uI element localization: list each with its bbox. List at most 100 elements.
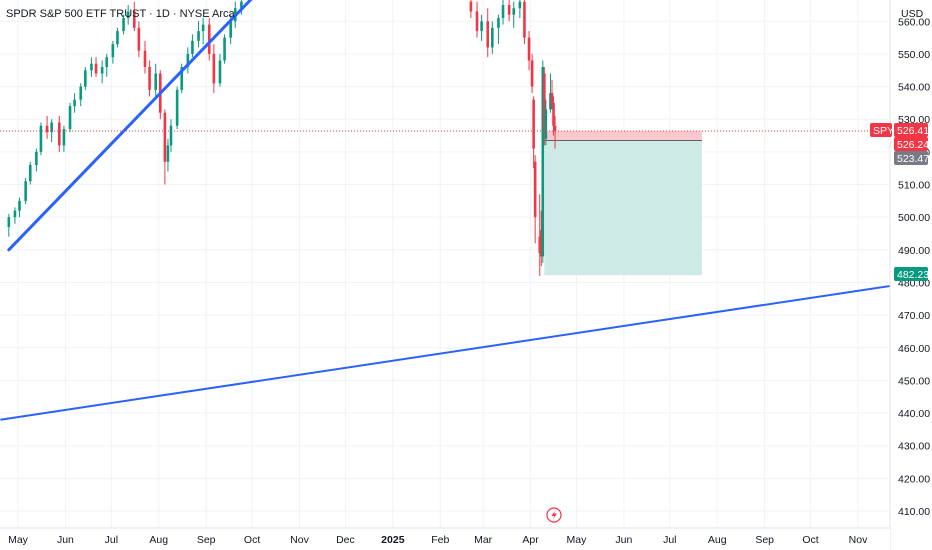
candle-body — [143, 50, 147, 68]
candle-body — [148, 67, 151, 90]
price-tick: 410.00 — [898, 506, 930, 518]
price-tick: 540.00 — [898, 82, 930, 94]
event-flash-icon[interactable] — [546, 507, 562, 523]
price-tick: 560.00 — [898, 16, 930, 28]
candle-body — [126, 11, 130, 19]
candle-body — [207, 24, 211, 54]
candle-body — [197, 31, 200, 41]
candle-body — [94, 63, 98, 74]
ask-badge: 523.47 — [894, 151, 929, 165]
candle-body — [486, 21, 490, 48]
candle-body — [501, 4, 505, 19]
time-tick: May — [567, 534, 588, 546]
candle-body — [223, 37, 226, 61]
candle-body — [105, 57, 109, 68]
candle-body — [544, 109, 548, 139]
candle-body — [527, 37, 531, 61]
time-tick: Jul — [663, 534, 676, 546]
price-tick: 510.00 — [898, 180, 930, 192]
time-tick: Sep — [755, 534, 774, 546]
last-price-badge: 526.41 — [894, 123, 929, 137]
grid — [0, 0, 890, 528]
candle-body — [166, 145, 170, 162]
time-axis[interactable] — [0, 528, 890, 550]
candle-body — [497, 18, 500, 28]
candle-body — [543, 73, 546, 130]
trendline[interactable] — [7, 0, 258, 252]
candle-body — [475, 11, 479, 32]
time-tick: Jun — [615, 534, 632, 546]
time-tick: Jun — [57, 534, 74, 546]
price-tick: 470.00 — [898, 310, 930, 322]
candle-body — [68, 106, 72, 130]
candle-body — [132, 11, 136, 28]
time-tick: Mar — [474, 534, 493, 546]
candle-body — [24, 181, 27, 201]
candle-body — [518, 1, 522, 9]
stop-loss-zone[interactable] — [544, 130, 702, 141]
candle-body — [154, 73, 158, 90]
price-axis-labels: 410.00 420.00 430.00 440.00 450.00 460.00 470.… — [898, 16, 930, 518]
candle-body — [7, 217, 11, 227]
candle-body — [116, 31, 119, 45]
candle-body — [550, 93, 554, 103]
time-tick: Sep — [197, 534, 216, 546]
candle-body — [18, 200, 21, 211]
time-tick: Nov — [290, 534, 309, 546]
candle-body — [73, 99, 76, 107]
candle-body — [169, 125, 173, 146]
candle-body — [541, 67, 545, 257]
candle-body — [212, 53, 216, 84]
price-tick: 500.00 — [898, 212, 930, 224]
last-price-text: 526.41 — [897, 125, 929, 137]
time-tick: Aug — [708, 534, 727, 546]
candle-body — [530, 60, 534, 87]
price-tick: 420.00 — [898, 473, 930, 485]
candle-body — [549, 93, 552, 110]
target-badge: 482.23 — [894, 267, 929, 281]
price-tick: 550.00 — [898, 49, 930, 61]
time-tick: Oct — [802, 534, 818, 546]
candle-body — [512, 8, 516, 15]
trendlines[interactable] — [0, 0, 904, 421]
candle-body — [491, 27, 494, 48]
candle-body — [28, 164, 32, 182]
target-price-text: 482.23 — [897, 269, 929, 281]
candle-body — [552, 102, 555, 126]
time-tick: 2025 — [381, 534, 405, 546]
chart-title: SPDR S&P 500 ETF TRUST · 1D · NYSE Arca — [6, 8, 236, 20]
price-tick: 450.00 — [898, 375, 930, 387]
candle-body — [480, 21, 483, 32]
trendline[interactable] — [0, 283, 904, 421]
candle-body — [229, 21, 232, 38]
time-axis-labels: May Jun Jul Aug Sep Oct Nov Dec 2025 Feb Mar Apr May… — [8, 534, 868, 546]
time-tick: Nov — [849, 534, 868, 546]
candle-body — [553, 125, 557, 131]
candle-body — [523, 1, 526, 38]
candle-body — [186, 53, 190, 68]
candle-body — [58, 122, 61, 146]
symbol-badge: SPY — [870, 123, 894, 137]
candle-body — [100, 67, 104, 74]
candle-body — [45, 125, 49, 133]
ask-price-text: 523.47 — [897, 153, 929, 165]
price-tick: 430.00 — [898, 441, 930, 453]
candle-body — [39, 125, 43, 152]
candle-body — [240, 1, 243, 9]
candle-body — [201, 24, 205, 32]
candle-body — [13, 210, 17, 218]
price-tick: 440.00 — [898, 408, 930, 420]
candle-body — [538, 236, 542, 254]
candle-body — [218, 60, 222, 84]
currency-label[interactable]: USD — [901, 8, 924, 20]
time-tick: May — [8, 534, 29, 546]
time-tick: Aug — [149, 534, 168, 546]
time-tick: Feb — [431, 534, 449, 546]
candle-body — [90, 63, 93, 71]
candle-body — [50, 122, 53, 133]
bid-price-text: 526.24 — [897, 139, 929, 151]
candle-body — [79, 86, 83, 100]
candle-body — [163, 112, 167, 162]
take-profit-zone[interactable] — [544, 140, 702, 276]
